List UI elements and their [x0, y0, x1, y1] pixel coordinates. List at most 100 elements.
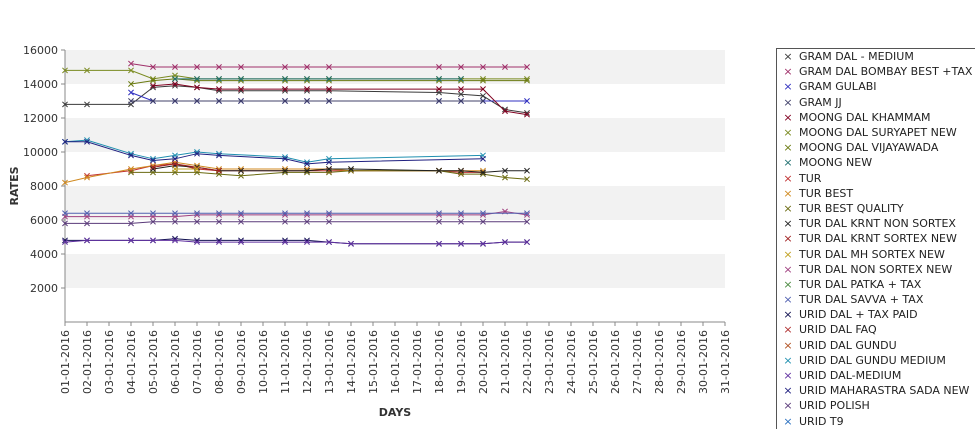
- legend-marker-icon: ×: [783, 277, 793, 291]
- legend-label: GRAM GULABI: [799, 80, 877, 94]
- data-point-marker: [216, 86, 222, 93]
- x-tick-label: 08-01-2016: [213, 330, 226, 394]
- y-tick-label: 6000: [30, 214, 58, 227]
- data-point-marker: [150, 164, 156, 171]
- legend-marker-icon: ×: [783, 414, 793, 428]
- y-axis-title: RATES: [8, 166, 21, 205]
- legend-label: TUR DAL KRNT NON SORTEX: [799, 217, 956, 231]
- data-point-marker: [128, 169, 134, 176]
- data-point-marker: [326, 75, 332, 82]
- data-point-marker: [304, 218, 310, 225]
- data-point-marker: [128, 220, 134, 227]
- data-point-marker: [304, 167, 310, 174]
- legend-item: × MOONG DAL SURYAPET NEW: [777, 125, 975, 140]
- series-group: [172, 75, 464, 82]
- series-layer: [62, 60, 530, 247]
- legend-marker-icon: ×: [783, 369, 793, 383]
- x-tick-label: 27-01-2016: [631, 330, 644, 394]
- legend-item: × URID MAHARASTRA SADA NEW: [777, 383, 975, 398]
- data-point-marker: [282, 155, 288, 162]
- legend-label: URID T9: [799, 414, 844, 428]
- x-tick-label: 02-01-2016: [81, 330, 94, 394]
- data-point-marker: [524, 64, 530, 70]
- legend-label: TUR DAL MH SORTEX NEW: [799, 247, 945, 261]
- x-tick-label: 26-01-2016: [609, 330, 622, 394]
- legend-marker-icon: ×: [783, 293, 793, 307]
- legend-label: URID POLISH: [799, 399, 870, 413]
- series-group: [62, 218, 530, 227]
- legend-item: × TUR BEST QUALITY: [777, 201, 975, 216]
- data-point-marker: [458, 218, 464, 225]
- data-point-marker: [172, 218, 178, 225]
- x-axis-ticks: 01-01-2016 02-01-2016 03-01-2016 04-01-2016…: [59, 322, 732, 394]
- data-point-marker: [480, 169, 486, 176]
- legend-label: MOONG DAL SURYAPET NEW: [799, 126, 957, 140]
- data-point-marker: [194, 239, 200, 246]
- legend-marker-icon: ×: [783, 65, 793, 79]
- data-point-marker: [304, 239, 310, 246]
- data-point-marker: [524, 176, 530, 183]
- series-line: [65, 210, 528, 218]
- legend-item: × TUR: [777, 171, 975, 186]
- legend-marker-icon: ×: [783, 110, 793, 124]
- legend-marker-icon: ×: [783, 399, 793, 413]
- data-point-marker: [150, 98, 156, 104]
- data-point-marker: [194, 98, 200, 104]
- legend-marker-icon: ×: [783, 247, 793, 261]
- legend-item: × MOONG DAL KHAMMAM: [777, 110, 975, 125]
- data-point-marker: [524, 218, 530, 225]
- data-point-marker: [480, 210, 486, 217]
- data-point-marker: [62, 220, 68, 227]
- x-tick-label: 31-01-2016: [719, 330, 732, 394]
- data-point-marker: [172, 75, 178, 82]
- data-point-marker: [238, 86, 244, 93]
- data-point-marker: [480, 98, 486, 104]
- x-tick-label: 25-01-2016: [587, 330, 600, 394]
- legend-label: TUR DAL KRNT SORTEX NEW: [799, 232, 957, 246]
- legend-label: MOONG DAL KHAMMAM: [799, 110, 931, 124]
- data-point-marker: [480, 77, 486, 84]
- legend-marker-icon: ×: [783, 384, 793, 398]
- data-point-marker: [238, 167, 244, 174]
- series-group: [62, 210, 530, 217]
- legend-marker-icon: ×: [783, 217, 793, 231]
- legend-marker-icon: ×: [783, 126, 793, 140]
- legend-label: TUR DAL SAVVA + TAX: [799, 293, 924, 307]
- grid-band: [65, 220, 725, 254]
- data-point-marker: [150, 77, 156, 84]
- data-point-marker: [84, 174, 90, 181]
- data-point-marker: [458, 64, 464, 70]
- data-point-marker: [458, 98, 464, 104]
- line-chart: 2000 4000 6000 8000 10000 12000 14000 16000 01-…: [8, 44, 732, 419]
- data-point-marker: [84, 138, 90, 145]
- data-point-marker: [282, 239, 288, 246]
- data-point-marker: [128, 237, 134, 244]
- data-point-marker: [282, 210, 288, 217]
- data-point-marker: [436, 75, 442, 82]
- legend-item: × URID DAL + TAX PAID: [777, 307, 975, 322]
- legend-label: TUR DAL PATKA + TAX: [799, 277, 922, 291]
- data-point-marker: [282, 86, 288, 93]
- legend-marker-icon: ×: [783, 323, 793, 337]
- data-point-marker: [172, 64, 178, 70]
- data-point-marker: [502, 64, 508, 70]
- series-line: [65, 85, 528, 114]
- data-point-marker: [238, 172, 244, 179]
- legend-marker-icon: ×: [783, 186, 793, 200]
- data-point-marker: [436, 210, 442, 217]
- x-tick-label: 07-01-2016: [191, 330, 204, 394]
- data-point-marker: [480, 92, 486, 99]
- data-point-marker: [524, 167, 530, 174]
- legend-label: TUR BEST: [799, 186, 854, 200]
- data-point-marker: [348, 240, 354, 247]
- data-point-marker: [502, 108, 508, 115]
- data-point-marker: [436, 167, 442, 174]
- data-point-marker: [282, 218, 288, 225]
- legend-label: MOONG NEW: [799, 156, 873, 170]
- data-point-marker: [62, 138, 68, 145]
- data-point-marker: [436, 86, 442, 93]
- grid-band: [65, 186, 725, 220]
- data-point-marker: [194, 150, 200, 157]
- data-point-marker: [326, 218, 332, 225]
- data-point-marker: [326, 98, 332, 104]
